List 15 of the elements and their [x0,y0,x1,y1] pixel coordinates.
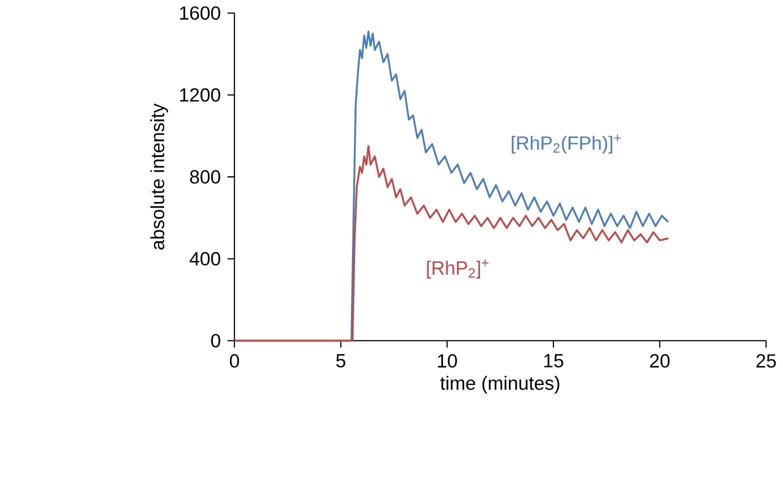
series-label: [RhP$_{2}$(FPh)]$^{+}$ [512,134,621,154]
x-tick-label: 25 [756,354,776,368]
series-label: [RhP$_{2}$]$^{+}$ [427,259,488,278]
x-tick-label: 15 [544,354,564,368]
x-tick-label: 0 [230,354,240,368]
y-tick-label: 1200 [180,88,220,102]
y-tick-label: 1600 [180,6,220,20]
y-axis-title: absolute intensity [150,103,168,250]
x-tick-label: 10 [438,354,457,368]
x-tick-label: 5 [336,354,346,368]
y-tick-label: 0 [211,334,220,348]
y-tick-label: 400 [190,252,220,266]
x-axis-title: time (minutes) [440,376,560,394]
x-tick-label: 20 [650,354,670,368]
y-tick-label: 800 [190,170,220,184]
